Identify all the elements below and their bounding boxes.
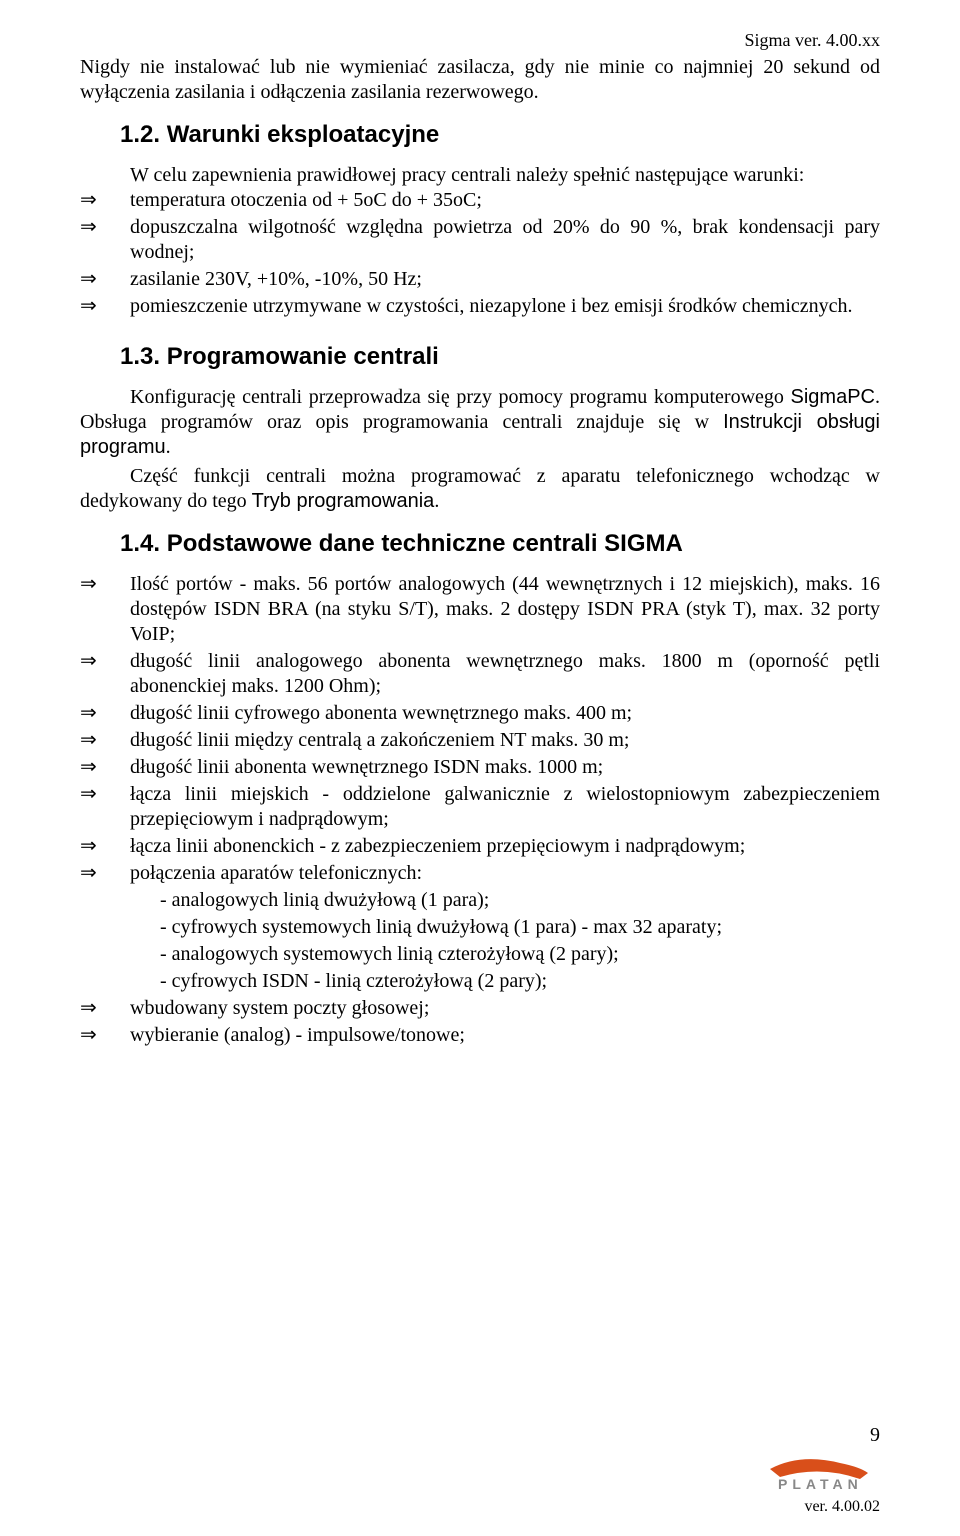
logo-text: PLATAN [778, 1476, 863, 1491]
text-run: Część funkcji centrali można programować… [80, 465, 880, 512]
list-item: długość linii między centralą a zakończe… [80, 728, 880, 753]
list-item: pomieszczenie utrzymywane w czystości, n… [80, 294, 880, 319]
list-item: wybieranie (analog) - impulsowe/tonowe; [80, 1023, 880, 1048]
section-1-3-p1: Konfigurację centrali przeprowadza się p… [80, 385, 880, 460]
list-item: temperatura otoczenia od + 5oC do + 35oC… [80, 188, 880, 213]
list-item: Ilość portów - maks. 56 portów analogowy… [80, 572, 880, 647]
text-run: Konfigurację centrali przeprowadza się p… [130, 386, 791, 408]
list-item: połączenia aparatów telefonicznych: - an… [80, 861, 880, 994]
list-item: zasilanie 230V, +10%, -10%, 50 Hz; [80, 267, 880, 292]
list-item: dopuszczalna wilgotność względna powietr… [80, 215, 880, 265]
intro-paragraph: Nigdy nie instalować lub nie wymieniać z… [80, 55, 880, 105]
section-1-2-list: temperatura otoczenia od + 5oC do + 35oC… [80, 188, 880, 319]
list-item: długość linii analogowego abonenta wewnę… [80, 649, 880, 699]
text-run-sans: Tryb programowania [252, 490, 435, 512]
sub-list: - analogowych linią dwużyłową (1 para); … [130, 888, 880, 994]
sub-item: - cyfrowych systemowych linią dwużyłową … [130, 915, 880, 940]
header-version: Sigma ver. 4.00.xx [80, 30, 880, 51]
sub-item: - analogowych systemowych linią czteroży… [130, 942, 880, 967]
section-1-2-lead: W celu zapewnienia prawidłowej pracy cen… [80, 163, 880, 188]
text-run-sans: SigmaPC [791, 386, 875, 408]
section-1-3-p2: Część funkcji centrali można programować… [80, 464, 880, 514]
list-item: wbudowany system poczty głosowej; [80, 996, 880, 1021]
sub-item: - analogowych linią dwużyłową (1 para); [130, 888, 880, 913]
footer-version: ver. 4.00.02 [760, 1498, 880, 1516]
list-item: długość linii abonenta wewnętrznego ISDN… [80, 755, 880, 780]
list-item: łącza linii abonenckich - z zabezpieczen… [80, 834, 880, 859]
list-item-label: połączenia aparatów telefonicznych: [130, 862, 422, 884]
section-1-3-heading: 1.3. Programowanie centrali [120, 343, 880, 371]
section-1-4-heading: 1.4. Podstawowe dane techniczne centrali… [120, 530, 880, 558]
list-item: łącza linii miejskich - oddzielone galwa… [80, 782, 880, 832]
page-number: 9 [760, 1424, 880, 1447]
logo-icon: PLATAN [760, 1451, 880, 1491]
section-1-2-heading: 1.2. Warunki eksploatacyjne [120, 121, 880, 149]
sub-item: - cyfrowych ISDN - linią czterożyłową (2… [130, 969, 880, 994]
list-item: długość linii cyfrowego abonenta wewnętr… [80, 701, 880, 726]
section-1-4-list: Ilość portów - maks. 56 portów analogowy… [80, 572, 880, 1048]
text-run: . [166, 436, 171, 458]
text-run: . [434, 490, 439, 512]
footer: 9 PLATAN ver. 4.00.02 [760, 1424, 880, 1516]
